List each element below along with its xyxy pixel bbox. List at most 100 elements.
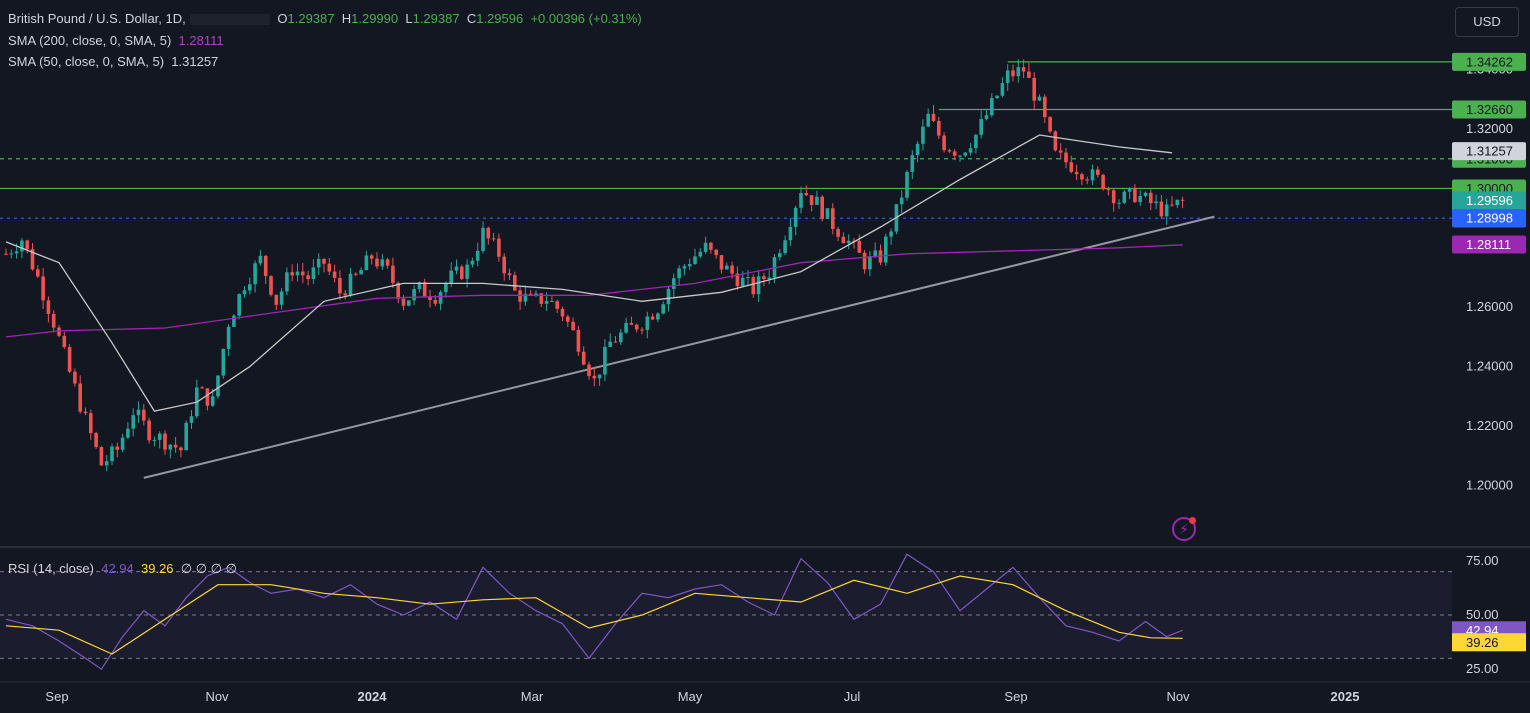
low-value: 1.29387 xyxy=(412,11,460,26)
candle-body xyxy=(269,276,273,295)
candle-body xyxy=(608,341,612,347)
candle-body xyxy=(868,256,872,270)
candle-body xyxy=(735,273,740,287)
time-tick-label: Nov xyxy=(1166,689,1190,704)
candle-body xyxy=(857,240,862,253)
trend-line xyxy=(143,215,1215,479)
candle-body xyxy=(597,374,602,379)
candle-body xyxy=(873,250,877,257)
candle-body xyxy=(1143,192,1148,196)
candle-body xyxy=(422,282,427,297)
candle-body xyxy=(634,324,639,330)
blue-line-tag: 1.28998 xyxy=(1466,211,1513,226)
level-tag-1.34262-bg xyxy=(1452,52,1526,71)
candle-body xyxy=(693,256,697,265)
candle-body xyxy=(1058,150,1063,153)
candle-body xyxy=(942,135,946,151)
price-tick-label: 1.26000 xyxy=(1466,299,1513,314)
candle-body xyxy=(46,300,51,314)
candle-body xyxy=(104,461,109,466)
candle-body xyxy=(995,95,999,99)
candle-body xyxy=(51,313,56,328)
candle-body xyxy=(725,265,729,270)
candle-body xyxy=(576,330,581,352)
candle-body xyxy=(974,134,978,149)
candle-body xyxy=(385,259,390,266)
candle-body xyxy=(815,196,819,205)
candle-body xyxy=(407,300,411,306)
candle-body xyxy=(126,428,130,438)
candle-body xyxy=(120,437,125,450)
sma50-tag-bg xyxy=(1452,142,1526,161)
candle-body xyxy=(1016,67,1021,77)
candle-body xyxy=(486,227,491,239)
low-label: L xyxy=(405,11,413,26)
candle-body xyxy=(73,371,77,384)
candle-body xyxy=(528,293,533,295)
candle-body xyxy=(338,277,342,294)
candle-body xyxy=(571,321,575,331)
sma50-label: SMA (50, close, 0, SMA, 5) xyxy=(8,54,165,69)
sma200-tag: 1.28111 xyxy=(1466,237,1511,252)
candle-body xyxy=(94,433,98,447)
candle-body xyxy=(682,266,687,269)
symbol-title: British Pound / U.S. Dollar, 1D, xyxy=(8,11,186,26)
candle-body xyxy=(640,329,644,331)
candle-body xyxy=(947,150,952,152)
candle-body xyxy=(417,282,422,290)
candle-body xyxy=(306,275,310,280)
candle-body xyxy=(67,347,72,372)
candle-body xyxy=(1096,169,1100,175)
candle-body xyxy=(629,322,634,325)
time-tick-label: Sep xyxy=(45,689,68,704)
currency-button[interactable]: USD xyxy=(1455,7,1519,37)
candle-body xyxy=(963,152,968,156)
sma50-line xyxy=(5,134,1173,412)
change-value: +0.00396 (+0.31%) xyxy=(530,11,642,26)
sma50-tag: 1.31257 xyxy=(1466,144,1513,159)
candle-body xyxy=(99,446,104,466)
high-value: 1.29990 xyxy=(351,11,399,26)
candle-body xyxy=(179,447,183,451)
candle-body xyxy=(719,255,724,270)
candle-body xyxy=(41,276,45,301)
candle-body xyxy=(566,316,570,322)
candle-body xyxy=(364,255,369,271)
candle-body xyxy=(454,266,459,271)
lightning-icon[interactable]: ⚡ xyxy=(1172,517,1196,541)
candle-body xyxy=(78,383,82,412)
time-tick-label: 2025 xyxy=(1331,689,1360,704)
candle-body xyxy=(1011,70,1015,77)
candle-body xyxy=(899,197,904,205)
candle-body xyxy=(375,258,379,267)
candle-body xyxy=(274,294,279,305)
candle-body xyxy=(756,276,761,295)
candle-body xyxy=(391,265,395,283)
candle-body xyxy=(1090,169,1095,181)
candle-body xyxy=(862,252,867,270)
candle-body xyxy=(1138,195,1142,203)
candle-body xyxy=(221,348,226,376)
sma50-value: 1.31257 xyxy=(171,54,219,69)
symbol-legend: British Pound / U.S. Dollar, 1D, O1.2938… xyxy=(8,11,642,26)
candle-body xyxy=(1170,204,1174,206)
candle-body xyxy=(645,316,650,330)
time-tick-label: Sep xyxy=(1004,689,1027,704)
candle-body xyxy=(1180,199,1185,201)
candle-body xyxy=(926,113,930,127)
candle-body xyxy=(581,351,586,365)
blue-line-tag-bg xyxy=(1452,209,1526,228)
candle-body xyxy=(184,422,188,451)
candle-body xyxy=(359,270,363,275)
candle-body xyxy=(958,155,962,157)
close-value: 1.29596 xyxy=(476,11,524,26)
candle-body xyxy=(173,444,178,448)
candles-group xyxy=(4,59,1185,472)
candle-body xyxy=(438,292,443,304)
candle-body xyxy=(412,289,416,301)
candle-body xyxy=(253,263,257,285)
candle-body xyxy=(237,294,241,316)
candle-body xyxy=(30,248,35,270)
candle-body xyxy=(147,420,151,441)
